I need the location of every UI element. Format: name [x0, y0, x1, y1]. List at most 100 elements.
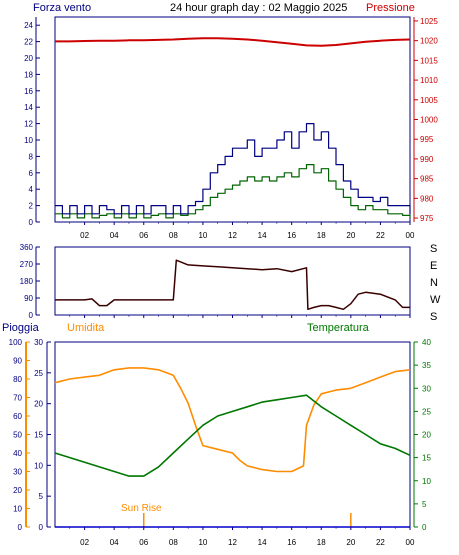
x-tick-label: 02	[80, 231, 89, 240]
rain-axis-tick-label: 20	[34, 400, 43, 409]
direction-axis-tick-label: 0	[29, 311, 34, 320]
x-tick-label: 16	[287, 231, 296, 240]
temperature-axis-label: Temperatura	[307, 322, 370, 334]
rain-axis-tick-label: 0	[39, 523, 44, 532]
compass-label: S	[430, 243, 437, 255]
x-tick-label: 20	[346, 538, 355, 547]
x-tick-label: 00	[406, 231, 415, 240]
wind-axis-tick-label: 0	[29, 218, 34, 227]
humidity-axis-tick-label: 70	[13, 394, 22, 403]
pressure-axis-tick-label: 1020	[420, 37, 438, 46]
wind-axis-tick-label: 14	[24, 103, 33, 112]
temperature-axis-tick-label: 40	[422, 338, 431, 347]
x-tick-label: 16	[287, 538, 296, 547]
humidity-axis-tick-label: 60	[13, 412, 22, 421]
x-tick-label: 08	[169, 538, 178, 547]
pressure-axis-tick-label: 980	[420, 194, 434, 203]
humidity-axis-tick-label: 90	[13, 357, 22, 366]
pressure-axis-tick-label: 1025	[420, 17, 438, 26]
x-tick-label: 22	[376, 538, 385, 547]
header-left-label: Forza vento	[33, 2, 91, 14]
compass-label: W	[430, 294, 441, 306]
temperature-axis-tick-label: 35	[422, 361, 431, 370]
humidity-axis-tick-label: 50	[13, 431, 22, 440]
x-tick-label: 14	[258, 231, 267, 240]
wind-axis-tick-label: 12	[24, 120, 33, 129]
humidity-axis-tick-label: 80	[13, 375, 22, 384]
humidity-axis-tick-label: 40	[13, 449, 22, 458]
direction-axis-tick-label: 180	[20, 277, 34, 286]
pressure-axis-tick-label: 1005	[420, 96, 438, 105]
wind-axis-tick-label: 8	[29, 152, 34, 161]
temperature-axis-tick-label: 10	[422, 477, 431, 486]
temperature-axis-tick-label: 15	[422, 454, 431, 463]
x-tick-label: 10	[198, 231, 207, 240]
humidity-line	[54, 367, 411, 473]
wind-axis-tick-label: 10	[24, 136, 33, 145]
x-tick-label: 06	[139, 231, 148, 240]
x-tick-label: 02	[80, 538, 89, 547]
direction-axis-tick-label: 270	[20, 260, 34, 269]
x-tick-label: 04	[110, 231, 119, 240]
x-tick-label: 12	[228, 538, 237, 547]
wind_gust-line	[55, 123, 411, 215]
rain-axis-tick-label: 25	[34, 369, 43, 378]
wind-plot-frame	[54, 16, 411, 223]
humidity-axis-tick-label: 100	[9, 338, 23, 347]
direction-axis-tick-label: 360	[20, 243, 34, 252]
x-tick-label: 08	[169, 231, 178, 240]
x-tick-label: 00	[406, 538, 415, 547]
header-title: 24 hour graph day : 02 Maggio 2025	[170, 2, 347, 14]
temperature-axis-tick-label: 30	[422, 384, 431, 393]
rain-axis-tick-label: 30	[34, 338, 43, 347]
pressure-axis-tick-label: 985	[420, 175, 434, 184]
pressure-axis-tick-label: 1010	[420, 76, 438, 85]
pressure-axis-tick-label: 1015	[420, 56, 438, 65]
rain-axis-tick-label: 10	[34, 461, 43, 470]
x-tick-label: 18	[317, 538, 326, 547]
rain-axis-tick-label: 15	[34, 431, 43, 440]
wind_avg-line	[55, 164, 411, 219]
compass-label: N	[430, 277, 438, 289]
rain-axis-tick-label: 5	[39, 492, 44, 501]
humidity-axis-label: Umidita	[67, 322, 105, 334]
wind-axis-tick-label: 2	[29, 202, 34, 211]
pressure-axis-tick-label: 990	[420, 155, 434, 164]
pressure-axis-tick-label: 975	[420, 214, 434, 223]
x-tick-label: 06	[139, 538, 148, 547]
humidity-axis-tick-label: 30	[13, 468, 22, 477]
rain-axis-label: Pioggia	[2, 322, 40, 334]
temperature-axis-tick-label: 0	[422, 523, 427, 532]
wind-axis-tick-label: 18	[24, 70, 33, 79]
wind-axis-tick-label: 20	[24, 54, 33, 63]
x-tick-label: 14	[258, 538, 267, 547]
humidity-axis-tick-label: 20	[13, 486, 22, 495]
direction-axis-tick-label: 90	[24, 294, 33, 303]
wind-axis-tick-label: 22	[24, 38, 33, 47]
x-tick-label: 04	[110, 538, 119, 547]
x-tick-label: 10	[198, 538, 207, 547]
pressure-axis-tick-label: 1000	[420, 116, 438, 125]
humidity-axis-tick-label: 10	[13, 505, 22, 514]
compass-label: E	[430, 260, 437, 272]
x-tick-label: 22	[376, 231, 385, 240]
temperature-axis-tick-label: 20	[422, 431, 431, 440]
wind-axis-tick-label: 6	[29, 169, 34, 178]
humidity-axis-tick-label: 0	[18, 523, 23, 532]
x-tick-label: 12	[228, 231, 237, 240]
wind-axis-tick-label: 16	[24, 87, 33, 96]
pressure-line	[55, 37, 411, 47]
temperature-line	[54, 394, 411, 477]
temperature-axis-tick-label: 5	[422, 500, 427, 509]
compass-label: S	[430, 311, 437, 323]
header-right-label: Pressione	[366, 2, 415, 14]
climate-plot-frame	[54, 341, 411, 528]
x-tick-label: 18	[317, 231, 326, 240]
pressure-axis-tick-label: 995	[420, 135, 434, 144]
temperature-axis-tick-label: 25	[422, 407, 431, 416]
wind-axis-tick-label: 24	[24, 21, 33, 30]
wind-axis-tick-label: 4	[29, 185, 34, 194]
direction-line	[55, 259, 410, 311]
